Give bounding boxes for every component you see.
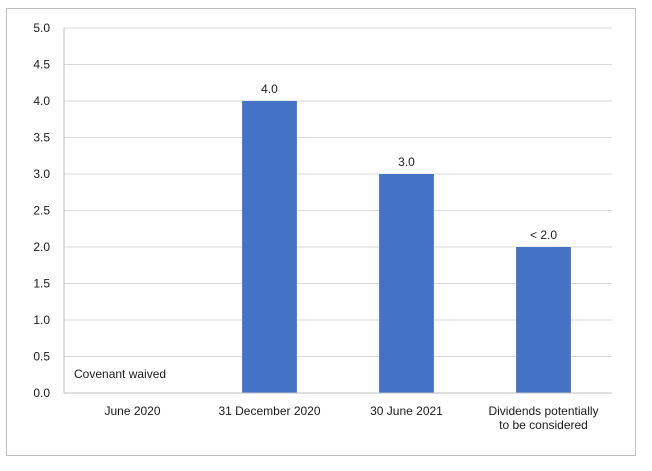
y-tick-label: 1.5 [33, 277, 50, 291]
y-tick-label: 3.0 [33, 167, 50, 181]
data-label: < 2.0 [530, 228, 557, 242]
y-tick-label: 4.5 [33, 58, 50, 72]
x-tick-label: June 2020 [104, 404, 160, 418]
data-label: 3.0 [398, 155, 415, 169]
x-tick-label: 30 June 2021 [370, 404, 443, 418]
bars [242, 101, 571, 393]
data-label: 4.0 [261, 82, 278, 96]
x-tick-label-line: 31 December 2020 [218, 404, 320, 418]
y-tick-label: 0.5 [33, 350, 50, 364]
y-tick-label: 2.5 [33, 204, 50, 218]
x-tick-label-line: Dividends potentially [488, 404, 598, 418]
y-tick-labels: 0.0 0.5 1.0 1.5 2.0 2.5 3.0 3.5 4.0 4.5 5.0 [33, 21, 50, 400]
x-tick-label: Dividends potentially to be considered [488, 404, 598, 432]
bar [242, 101, 297, 393]
y-tick-label: 5.0 [33, 21, 50, 35]
x-tick-labels: June 2020 31 December 2020 30 June 2021 Div… [104, 404, 598, 432]
covenant-waived-annotation: Covenant waived [74, 367, 166, 381]
axes [63, 28, 612, 394]
x-tick-label: 31 December 2020 [218, 404, 320, 418]
x-tick-label-line: to be considered [499, 418, 588, 432]
bar [379, 174, 434, 393]
y-tick-label: 2.0 [33, 240, 50, 254]
x-tick-label-line: 30 June 2021 [370, 404, 443, 418]
y-tick-label: 3.5 [33, 131, 50, 145]
y-tick-label: 4.0 [33, 94, 50, 108]
y-tick-label: 0.0 [33, 386, 50, 400]
bar [516, 247, 571, 393]
x-tick-label-line: June 2020 [104, 404, 160, 418]
y-tick-label: 1.0 [33, 313, 50, 327]
data-labels: 4.0 3.0 < 2.0 [261, 82, 557, 242]
